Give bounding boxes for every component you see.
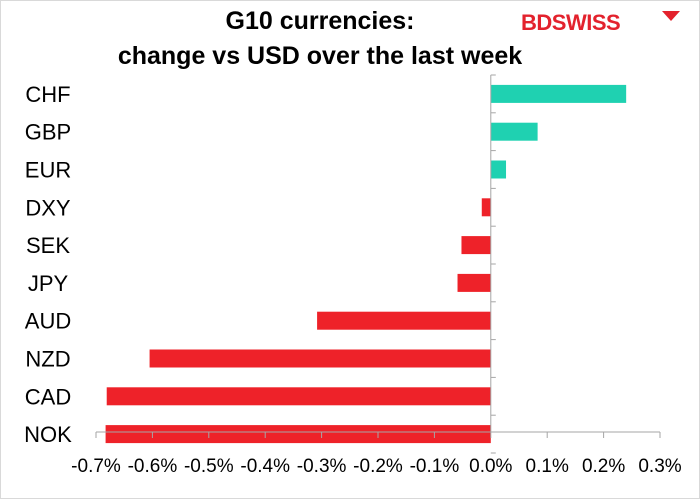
x-tick-label: 0.2% bbox=[582, 456, 625, 477]
x-tick-label: -0.4% bbox=[240, 456, 290, 477]
category-label-sek: SEK bbox=[26, 233, 70, 258]
bar-dxy bbox=[481, 198, 491, 217]
category-label-eur: EUR bbox=[25, 158, 71, 183]
x-tick-label: 0.3% bbox=[638, 456, 681, 477]
x-tick-label: -0.5% bbox=[184, 456, 234, 477]
bar-cad bbox=[106, 387, 491, 406]
x-tick-label: -0.1% bbox=[410, 456, 460, 477]
bar-sek bbox=[461, 236, 491, 255]
bar-jpy bbox=[457, 273, 491, 292]
category-label-gbp: GBP bbox=[25, 120, 71, 145]
logo-arrow-icon bbox=[662, 11, 680, 21]
bar-chf bbox=[490, 84, 627, 103]
category-label-nok: NOK bbox=[24, 422, 72, 447]
x-tick-label: -0.3% bbox=[297, 456, 347, 477]
x-tick-label: -0.7% bbox=[71, 456, 121, 477]
category-label-chf: CHF bbox=[25, 82, 70, 107]
bar-aud bbox=[317, 311, 491, 330]
bar-nzd bbox=[149, 349, 491, 368]
bar-eur bbox=[490, 160, 507, 179]
bars-group bbox=[105, 84, 627, 444]
bar-gbp bbox=[490, 122, 538, 141]
category-label-cad: CAD bbox=[25, 384, 71, 409]
bdswiss-logo: BDSWISS bbox=[521, 10, 680, 36]
category-labels-group: CHF GBP EUR DXY SEK JPY AUD NZD CAD NOK bbox=[24, 82, 72, 447]
chart-title-line-1: G10 currencies: bbox=[225, 7, 415, 35]
category-label-jpy: JPY bbox=[28, 271, 69, 296]
chart-title-line-2: change vs USD over the last week bbox=[117, 42, 523, 70]
x-tick-label: 0.1% bbox=[526, 456, 569, 477]
x-tick-label: 0.0% bbox=[469, 456, 512, 477]
x-tick-label: -0.6% bbox=[128, 456, 178, 477]
category-label-nzd: NZD bbox=[25, 347, 70, 372]
category-label-dxy: DXY bbox=[25, 195, 71, 220]
category-label-aud: AUD bbox=[25, 309, 71, 334]
bar-nok bbox=[105, 425, 491, 444]
logo-text: BDSWISS bbox=[521, 10, 621, 35]
x-axis-group: -0.7% -0.6% -0.5% -0.4% -0.3% -0.2% -0.1% 0.0% 0… bbox=[71, 74, 682, 477]
x-tick-label: -0.2% bbox=[353, 456, 403, 477]
